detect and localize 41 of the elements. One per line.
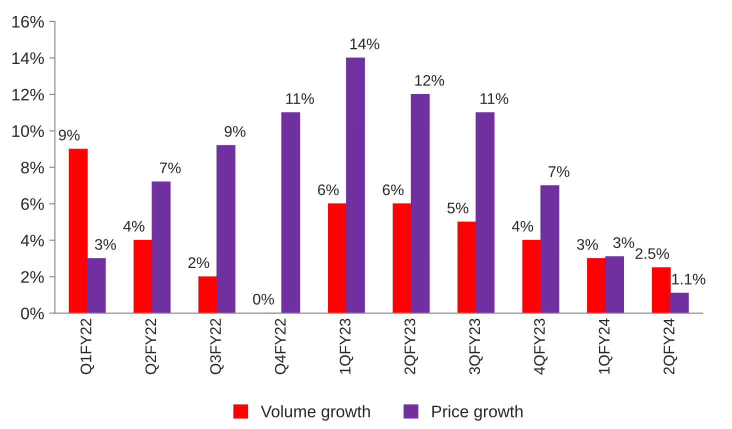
data-label: 6% bbox=[318, 184, 339, 196]
x-tick-label: Q2FY22 bbox=[145, 318, 159, 374]
x-tick-label: 1QFY23 bbox=[340, 318, 354, 374]
x-tick-label: Q1FY22 bbox=[80, 318, 94, 374]
y-tick-label: 0% bbox=[21, 308, 44, 320]
data-label: 3% bbox=[613, 237, 634, 248]
data-label: 11% bbox=[286, 93, 314, 104]
data-label: 9% bbox=[58, 130, 80, 140]
y-tick-label: 12% bbox=[12, 88, 44, 101]
data-label: 12% bbox=[415, 74, 444, 86]
data-label: 4% bbox=[512, 220, 534, 232]
legend-label: Price growth bbox=[432, 405, 522, 421]
x-tick-label: 3QFY23 bbox=[469, 318, 483, 374]
x-tick-label: Q3FY22 bbox=[210, 318, 224, 374]
x-tick-label: 2QFY23 bbox=[404, 318, 418, 374]
y-tick-label: 16% bbox=[12, 16, 44, 28]
y-tick-label: 10% bbox=[12, 125, 44, 138]
data-label: 4% bbox=[123, 220, 144, 232]
y-tick-label: 8% bbox=[21, 162, 44, 174]
data-label: 3% bbox=[576, 239, 598, 250]
x-tick-label: 4QFY23 bbox=[534, 318, 548, 375]
y-tick-label: 6% bbox=[21, 198, 44, 210]
x-tick-label: Q4FY22 bbox=[274, 318, 288, 374]
data-label: 2.5% bbox=[636, 248, 670, 260]
data-label: 7% bbox=[548, 166, 570, 177]
y-tick-label: 14% bbox=[12, 52, 44, 64]
data-label: 0% bbox=[253, 294, 274, 305]
x-tick-label: 1QFY24 bbox=[598, 318, 612, 374]
x-tick-label: 2QFY24 bbox=[664, 318, 678, 374]
data-label: 2% bbox=[188, 257, 210, 268]
data-label: 7% bbox=[160, 162, 181, 174]
y-tick-label: 4% bbox=[20, 234, 44, 246]
data-label: 6% bbox=[382, 184, 404, 196]
data-label: 5% bbox=[447, 202, 468, 214]
data-label: 14% bbox=[350, 38, 380, 50]
data-label: 11% bbox=[480, 93, 508, 104]
data-label: 1.1% bbox=[672, 274, 706, 284]
data-label: 3% bbox=[94, 239, 116, 250]
y-tick-label: 2% bbox=[21, 271, 44, 283]
legend-label: Volume growth bbox=[260, 405, 370, 421]
data-label: 9% bbox=[224, 126, 246, 137]
